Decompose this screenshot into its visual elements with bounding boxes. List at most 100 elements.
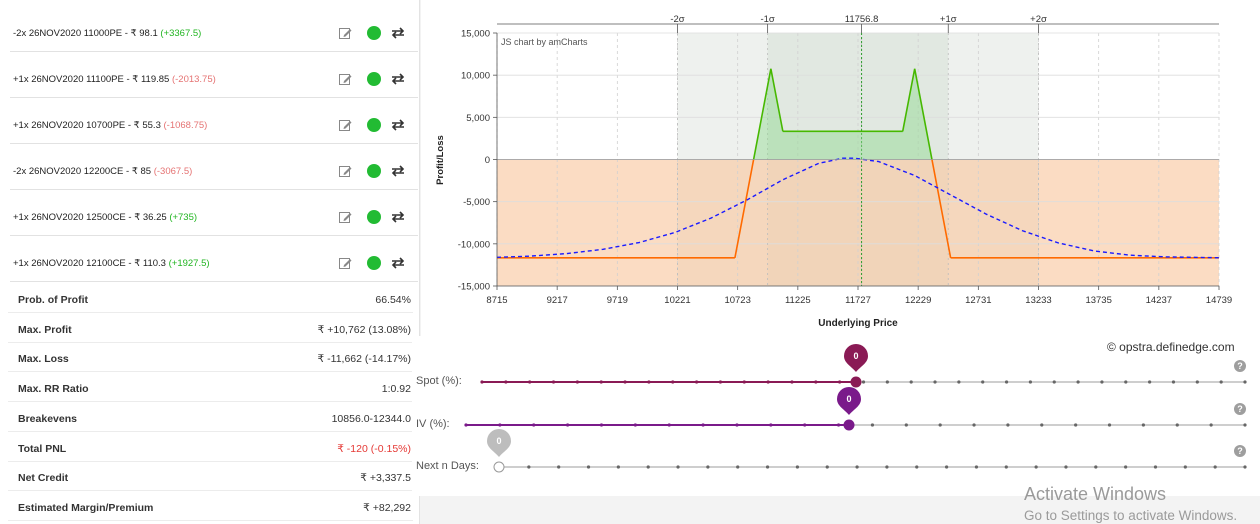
leg-label: +1x 26NOV2020 11100PE - ₹ 119.85 (-2013.… bbox=[13, 74, 216, 85]
stat-row: Max. Profit ₹ +10,762 (13.08%) bbox=[8, 313, 413, 343]
slider-dot bbox=[795, 465, 799, 469]
status-dot[interactable] bbox=[367, 256, 381, 270]
slider-dot bbox=[1243, 423, 1247, 427]
slider-dot bbox=[532, 423, 536, 427]
stat-row: Net Credit ₹ +3,337.5 bbox=[8, 461, 413, 492]
slider-dot bbox=[504, 380, 508, 384]
edit-icon[interactable] bbox=[339, 27, 352, 39]
slider-dot bbox=[1034, 465, 1038, 469]
slider-dot bbox=[633, 423, 637, 427]
slider-dot bbox=[718, 380, 723, 384]
swap-icon[interactable] bbox=[390, 257, 406, 269]
leg-pnl: (-3067.5) bbox=[153, 166, 193, 177]
slider-dot bbox=[1052, 380, 1056, 384]
status-dot[interactable] bbox=[367, 72, 381, 86]
swap-icon[interactable] bbox=[390, 165, 406, 177]
edit-icon[interactable] bbox=[339, 165, 352, 177]
slider-dot bbox=[498, 423, 502, 427]
leg-row: +1x 26NOV2020 12500CE - ₹ 36.25 (+735) bbox=[10, 190, 418, 236]
slider-dot bbox=[909, 380, 913, 384]
sigma-label: 11756.8 bbox=[845, 14, 879, 25]
slider-dot bbox=[885, 380, 889, 384]
x-tick-label: 13233 bbox=[1025, 295, 1051, 306]
slider-dot bbox=[1148, 380, 1152, 384]
x-tick-label: 11727 bbox=[845, 295, 871, 306]
slider-dot bbox=[1064, 465, 1068, 469]
y-tick-label: -10,000 bbox=[458, 239, 490, 250]
help-icon[interactable]: ? bbox=[1234, 445, 1246, 457]
x-tick-label: 14739 bbox=[1206, 295, 1232, 306]
slider-dot bbox=[885, 465, 889, 469]
status-dot[interactable] bbox=[367, 164, 381, 178]
profit-region bbox=[753, 68, 932, 160]
slider-dot bbox=[527, 465, 531, 469]
swap-icon[interactable] bbox=[390, 73, 406, 85]
leg-label: +1x 26NOV2020 10700PE - ₹ 55.3 (-1068.75… bbox=[13, 120, 207, 131]
slider-dot bbox=[575, 380, 579, 384]
edit-icon[interactable] bbox=[339, 257, 352, 269]
leg-label: +1x 26NOV2020 12100CE - ₹ 110.3 (+1927.5… bbox=[13, 258, 210, 269]
slider-handle[interactable] bbox=[843, 419, 855, 431]
help-icon[interactable]: ? bbox=[1234, 360, 1246, 372]
slider-dot bbox=[735, 423, 739, 427]
leg-label: -2x 26NOV2020 12200CE - ₹ 85 (-3067.5) bbox=[13, 166, 192, 177]
payoff-chart[interactable]: -2σ -1σ 11756.8 +1σ +2σ 15,000 10,000 5,000 0 -5,… bbox=[421, 0, 1260, 336]
stat-label: Total PNL bbox=[18, 442, 67, 455]
slider-dot bbox=[566, 423, 570, 427]
swap-icon[interactable] bbox=[390, 27, 406, 39]
leg-label: +1x 26NOV2020 12500CE - ₹ 36.25 (+735) bbox=[13, 212, 197, 223]
swap-icon[interactable] bbox=[390, 119, 406, 131]
edit-icon[interactable] bbox=[339, 211, 352, 223]
leg-row: +1x 26NOV2020 11100PE - ₹ 119.85 (-2013.… bbox=[10, 52, 418, 98]
status-dot[interactable] bbox=[367, 26, 381, 40]
x-tick-label: 10221 bbox=[664, 295, 690, 306]
stat-value: ₹ -120 (-0.15%) bbox=[337, 442, 411, 455]
slider-dot bbox=[701, 423, 705, 427]
slider-dot bbox=[938, 423, 942, 427]
edit-icon[interactable] bbox=[339, 73, 352, 85]
slider-value: 0 bbox=[496, 436, 501, 446]
slider-dot bbox=[769, 423, 773, 427]
slider-dot bbox=[933, 380, 937, 384]
y-tick-label: 15,000 bbox=[461, 29, 490, 40]
slider-handle[interactable] bbox=[850, 376, 862, 388]
edit-icon[interactable] bbox=[339, 119, 352, 131]
x-tick-label: 10723 bbox=[724, 295, 750, 306]
slider-dot bbox=[766, 380, 770, 384]
slider-value: 0 bbox=[853, 351, 858, 361]
stat-row: Max. RR Ratio 1:0.92 bbox=[8, 372, 413, 403]
activate-windows-subtitle: Go to Settings to activate Windows. bbox=[1024, 508, 1238, 523]
slider-handle[interactable] bbox=[493, 461, 505, 473]
slider-label: Spot (%): bbox=[416, 375, 462, 387]
stat-label: Breakevens bbox=[18, 412, 77, 425]
leg-row: -2x 26NOV2020 12200CE - ₹ 85 (-3067.5) bbox=[10, 144, 418, 190]
stat-label: Estimated Margin/Premium bbox=[18, 501, 154, 514]
stat-value: ₹ -11,662 (-14.17%) bbox=[317, 353, 411, 366]
stat-value: 66.54% bbox=[375, 294, 411, 306]
target-day-curve bbox=[496, 157, 1220, 259]
slider-pin bbox=[487, 429, 511, 457]
swap-icon[interactable] bbox=[390, 211, 406, 223]
status-dot[interactable] bbox=[367, 210, 381, 224]
strategy-panel: -2x 26NOV2020 11000PE - ₹ 98.1 (+3367.5)… bbox=[0, 0, 420, 524]
slider-value: 0 bbox=[846, 394, 851, 404]
leg-description: +1x 26NOV2020 12100CE - ₹ 110.3 bbox=[13, 258, 166, 269]
stat-label: Max. Loss bbox=[18, 353, 69, 366]
status-dot[interactable] bbox=[367, 118, 381, 132]
help-icon[interactable]: ? bbox=[1234, 403, 1246, 415]
slider-tracks: 0 0 0 bbox=[464, 344, 1247, 473]
slider-pin bbox=[837, 387, 861, 415]
x-tick-label: 9719 bbox=[607, 295, 628, 306]
slider-dot bbox=[1004, 380, 1009, 384]
slider-dot bbox=[464, 423, 468, 427]
x-axis-title: Underlying Price bbox=[818, 318, 898, 329]
slider-dot bbox=[551, 380, 556, 384]
slider-dot bbox=[694, 380, 699, 384]
slider-dot bbox=[1124, 380, 1128, 384]
stat-value: ₹ +10,762 (13.08%) bbox=[317, 323, 411, 336]
y-tick-label: 5,000 bbox=[466, 113, 490, 124]
slider-dot bbox=[1209, 423, 1213, 427]
slider-dot bbox=[706, 465, 710, 469]
x-tick-label: 14237 bbox=[1146, 295, 1172, 306]
slider-dot bbox=[974, 465, 979, 469]
